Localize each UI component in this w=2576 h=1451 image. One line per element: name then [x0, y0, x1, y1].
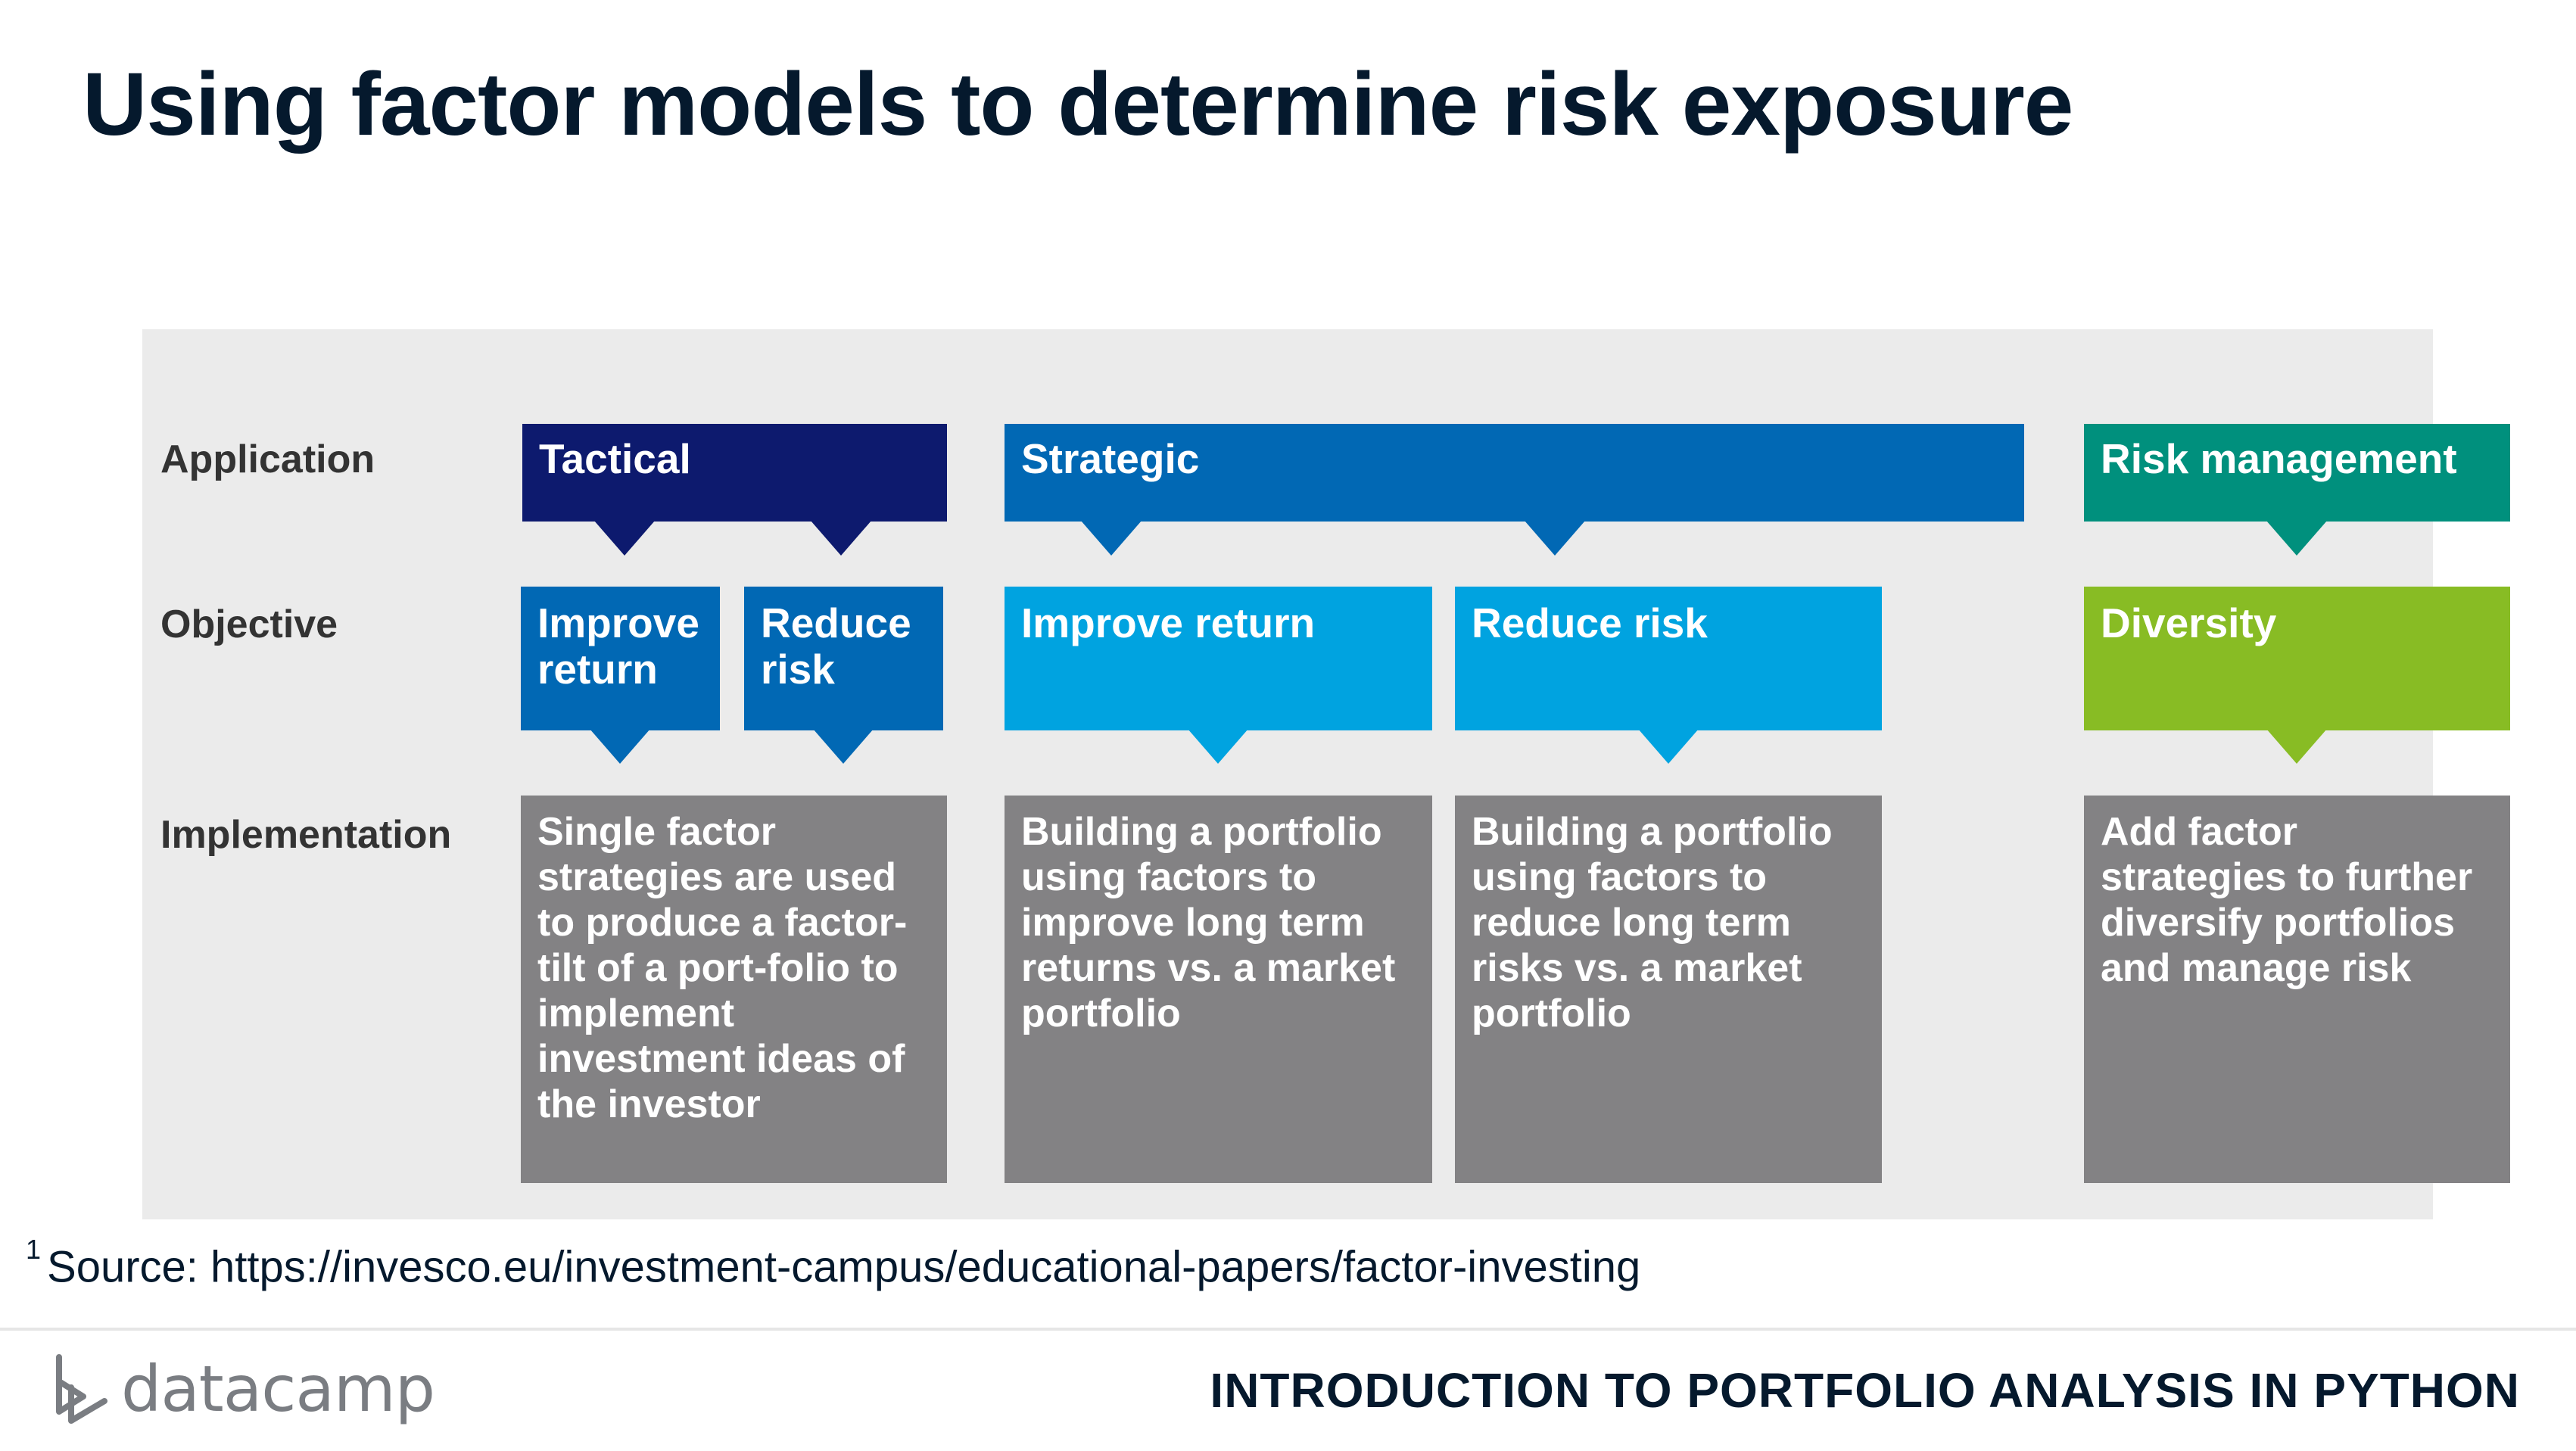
- application-risk-management: Risk management: [2084, 424, 2510, 522]
- arrow-objective-5: [2266, 729, 2327, 764]
- objective-strategic-improve-return-label: Improve return: [1021, 599, 1316, 646]
- objective-tactical-improve-return-label: Improve return: [537, 599, 699, 693]
- objective-strategic-reduce-risk: Reduce risk: [1455, 587, 1882, 730]
- source-text: Source: https://invesco.eu/investment-ca…: [47, 1242, 1641, 1292]
- arrow-objective-1: [590, 729, 650, 764]
- implementation-strategic-return: Building a portfolio using factors to im…: [1005, 796, 1432, 1183]
- implementation-risk-management: Add factor strategies to further diversi…: [2084, 796, 2510, 1183]
- source-footnote: 1 Source: https://invesco.eu/investment-c…: [26, 1234, 1641, 1292]
- footer-divider: [0, 1328, 2576, 1331]
- objective-strategic-reduce-risk-label: Reduce risk: [1472, 599, 1708, 646]
- factor-diagram: Application Objective Implementation Tac…: [142, 329, 2510, 1219]
- arrow-tactical-right: [811, 521, 871, 556]
- implementation-strategic-risk-text: Building a portfolio using factors to re…: [1472, 810, 1833, 1035]
- objective-diversity-label: Diversity: [2101, 599, 2277, 646]
- objective-tactical-reduce-risk-label: Reduce risk: [761, 599, 911, 693]
- implementation-tactical: Single factor strategies are used to pro…: [521, 796, 947, 1183]
- objective-tactical-improve-return: Improve return: [521, 587, 720, 730]
- arrow-tactical-left: [594, 521, 655, 556]
- application-risk-management-label: Risk management: [2101, 435, 2457, 482]
- implementation-strategic-return-text: Building a portfolio using factors to im…: [1021, 810, 1396, 1035]
- brand-name: datacamp: [121, 1352, 435, 1426]
- arrow-objective-4: [1638, 729, 1699, 764]
- implementation-risk-management-text: Add factor strategies to further diversi…: [2101, 810, 2473, 990]
- objective-diversity: Diversity: [2084, 587, 2510, 730]
- arrow-objective-2: [813, 729, 874, 764]
- implementation-tactical-text: Single factor strategies are used to pro…: [537, 810, 908, 1126]
- row-label-objective: Objective: [160, 603, 338, 646]
- datacamp-logo: datacamp: [50, 1351, 435, 1427]
- row-label-implementation: Implementation: [160, 813, 452, 857]
- arrow-risk-management: [2266, 521, 2327, 556]
- application-tactical: Tactical: [522, 424, 947, 522]
- row-label-application: Application: [160, 437, 375, 481]
- application-strategic-label: Strategic: [1021, 435, 1200, 482]
- objective-tactical-reduce-risk: Reduce risk: [744, 587, 943, 730]
- objective-strategic-improve-return: Improve return: [1005, 587, 1432, 730]
- arrow-strategic-left: [1081, 521, 1142, 556]
- application-strategic: Strategic: [1005, 424, 2024, 522]
- arrow-objective-3: [1188, 729, 1248, 764]
- slide-title: Using factor models to determine risk ex…: [83, 54, 2073, 154]
- application-tactical-label: Tactical: [539, 435, 691, 482]
- footnote-marker: 1: [26, 1234, 42, 1265]
- datacamp-logo-icon: [56, 1354, 107, 1424]
- implementation-strategic-risk: Building a portfolio using factors to re…: [1455, 796, 1882, 1183]
- arrow-strategic-right: [1525, 521, 1585, 556]
- course-title: INTRODUCTION TO PORTFOLIO ANALYSIS IN PY…: [1210, 1363, 2520, 1418]
